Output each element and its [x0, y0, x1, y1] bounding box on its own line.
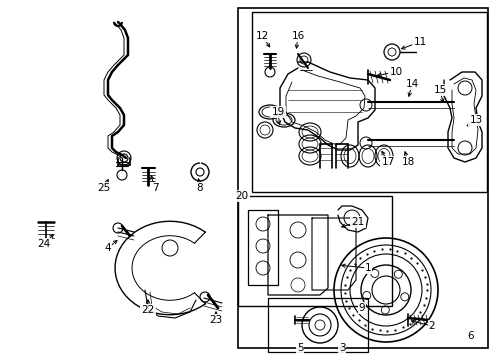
Bar	[268, 298, 368, 352]
Text: 1: 1	[365, 263, 371, 273]
Text: 11: 11	[414, 37, 427, 47]
Text: 23: 23	[209, 315, 222, 325]
Text: 7: 7	[152, 183, 158, 193]
Text: 19: 19	[271, 107, 285, 117]
Text: 25: 25	[98, 183, 111, 193]
Text: 24: 24	[37, 239, 50, 249]
Text: 22: 22	[142, 305, 155, 315]
Text: 13: 13	[469, 115, 483, 125]
Text: 16: 16	[292, 31, 305, 41]
Bar	[238, 196, 392, 306]
Text: 6: 6	[467, 331, 474, 341]
Bar	[238, 8, 488, 348]
Text: 8: 8	[196, 183, 203, 193]
Text: 17: 17	[381, 157, 394, 167]
Text: 10: 10	[390, 67, 403, 77]
Text: 9: 9	[359, 303, 366, 313]
Text: 2: 2	[429, 321, 435, 331]
Text: 4: 4	[105, 243, 111, 253]
Text: 18: 18	[401, 157, 415, 167]
Text: 20: 20	[235, 191, 248, 201]
Text: 12: 12	[255, 31, 269, 41]
Text: 21: 21	[351, 217, 365, 227]
Text: 3: 3	[339, 343, 345, 353]
Bar	[252, 12, 487, 192]
Text: 14: 14	[405, 79, 418, 89]
Text: 5: 5	[296, 343, 303, 353]
Text: 15: 15	[433, 85, 446, 95]
